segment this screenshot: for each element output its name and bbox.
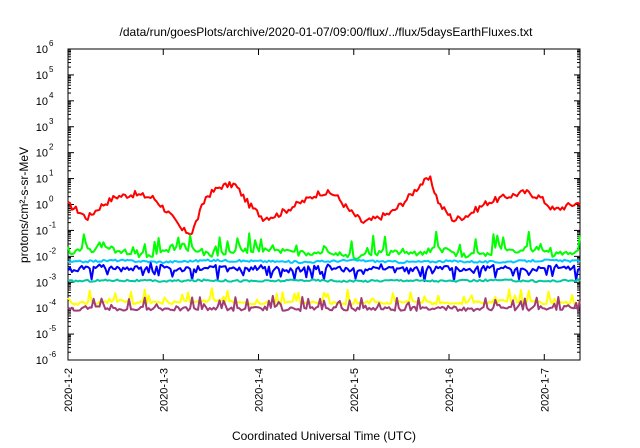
y-axis: 10-610-510-410-310-210-11001011021031041…: [36, 39, 580, 367]
series-line: [67, 262, 581, 283]
x-tick-label: 2020-1-2: [63, 368, 75, 412]
chart-title: /data/run/goesPlots/archive/2020-01-07/0…: [120, 25, 534, 39]
y-tick-label: 10: [36, 277, 48, 289]
series-line: [67, 294, 581, 312]
y-tick-exponent: 2: [49, 143, 54, 152]
y-tick-label: 10: [36, 303, 48, 315]
x-tick-label: 2020-1-5: [349, 368, 361, 412]
y-tick-label: 10: [36, 122, 48, 134]
x-axis: 2020-1-2 2020-1-3 2020-1-4 2020-1-5 2020-1-6…: [63, 49, 551, 412]
y-tick-label: 10: [36, 174, 48, 186]
y-tick-exponent: -6: [49, 350, 57, 359]
x-axis-title: Coordinated Universal Time (UTC): [232, 429, 416, 443]
y-tick-label: 10: [36, 70, 48, 82]
x-tick-label: 2020-1-6: [444, 368, 456, 412]
y-tick-exponent: 0: [49, 195, 54, 204]
y-tick-exponent: 1: [49, 169, 54, 178]
x-tick-label: 2020-1-7: [539, 368, 551, 412]
y-tick-exponent: -4: [49, 298, 57, 307]
y-tick-exponent: 4: [49, 91, 54, 100]
series-group: [67, 175, 581, 312]
y-tick-label: 10: [36, 96, 48, 108]
y-tick-exponent: -5: [49, 324, 57, 333]
plot-frame: [67, 48, 581, 361]
x-tick-label: 2020-1-4: [254, 368, 266, 412]
y-tick-exponent: -3: [49, 272, 57, 281]
y-tick-label: 10: [36, 44, 48, 56]
y-tick-label: 10: [36, 200, 48, 212]
y-tick-exponent: -2: [49, 246, 57, 255]
y-tick-exponent: -1: [49, 220, 57, 229]
y-tick-exponent: 3: [49, 117, 54, 126]
x-tick-label: 2020-1-3: [158, 368, 170, 412]
series-line: [67, 278, 581, 283]
y-tick-exponent: 6: [49, 39, 54, 48]
series-line: [67, 230, 581, 260]
series-line: [67, 258, 581, 264]
y-tick-exponent: 5: [49, 65, 54, 74]
y-tick-label: 10: [36, 251, 48, 263]
y-axis-title: protons/cm²-s-sr-MeV: [17, 147, 31, 263]
y-tick-label: 10: [36, 355, 48, 367]
series-line: [67, 287, 581, 306]
series-line: [67, 175, 581, 236]
y-tick-label: 10: [36, 225, 48, 237]
y-tick-label: 10: [36, 148, 48, 160]
y-tick-label: 10: [36, 329, 48, 341]
